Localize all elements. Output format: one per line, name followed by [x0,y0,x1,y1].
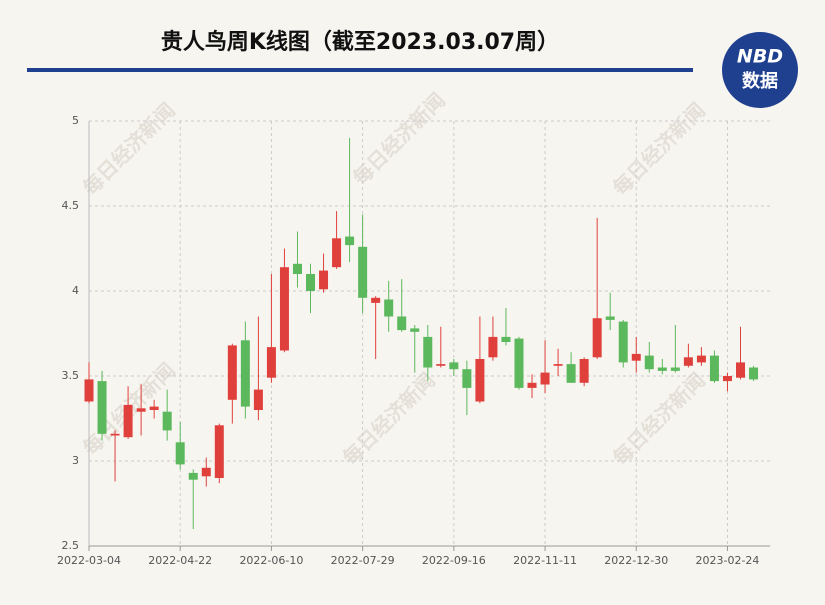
candle-body [162,411,172,431]
title-rule [27,68,693,72]
y-tick-label: 5 [72,114,79,127]
candle-body [657,367,667,371]
candle-body [527,382,537,388]
candle-body [123,404,133,438]
candle-body [631,353,641,361]
logo-text: NBD [737,46,783,68]
candle-body [279,267,289,351]
candle-body [436,364,446,366]
candle-body [214,425,224,478]
candle-body [683,357,693,366]
candle-body [175,442,185,465]
x-tick-label: 2023-02-24 [696,554,760,567]
y-tick-label: 2.5 [62,539,80,552]
candle-body [736,362,745,378]
candle-body [553,364,563,366]
candle-body [618,321,628,363]
y-tick-label: 4.5 [62,199,80,212]
candle-body [644,355,654,370]
candle-body [722,376,732,382]
candle-body [371,297,381,303]
candle-body [592,318,602,358]
candle-body [345,236,355,246]
logo-text: 数据 [742,70,778,92]
chart-title: 贵人鸟周K线图（截至2023.03.07周） [161,29,559,55]
x-tick-label: 2022-04-22 [148,554,212,567]
candle-body [358,246,368,298]
y-tick-label: 3 [72,454,79,467]
candle-body [266,347,276,378]
x-tick-label: 2022-11-11 [513,554,577,567]
candle-body [670,367,680,371]
candle-body [97,381,107,434]
candle-body [579,359,589,383]
candle-body [605,316,615,320]
candle-body [188,472,198,480]
candle-body [514,338,524,388]
y-tick-label: 3.5 [62,369,80,382]
y-tick-label: 4 [72,284,79,297]
candle-body [332,238,342,268]
candle-body [475,359,485,402]
candle-body [319,270,329,290]
candle-body [540,372,550,385]
candle-body [84,379,94,402]
candle-body [201,467,211,477]
candle-body [423,336,433,368]
x-tick-label: 2022-09-16 [422,554,486,567]
candle-body [501,336,511,342]
candle-body [227,345,237,400]
candle-body [488,336,498,358]
candle-body [566,364,576,383]
candle-body [292,263,302,274]
candle-body [110,433,120,436]
x-tick-label: 2022-06-10 [239,554,303,567]
logo [722,32,798,108]
candle-body [240,340,250,407]
candle-body [149,406,159,410]
x-tick-label: 2022-12-30 [604,554,668,567]
candle-body [397,316,407,331]
candle-body [709,355,719,382]
candle-body [462,369,472,388]
candle-body [410,328,420,332]
candle-body [253,389,263,410]
candle-body [696,355,706,363]
candle-body [306,274,316,291]
candle-body [449,362,459,370]
candle-body [136,408,146,412]
candle-body [384,299,394,317]
x-tick-label: 2022-03-04 [57,554,121,567]
candle-body [749,367,759,380]
x-tick-label: 2022-07-29 [331,554,395,567]
